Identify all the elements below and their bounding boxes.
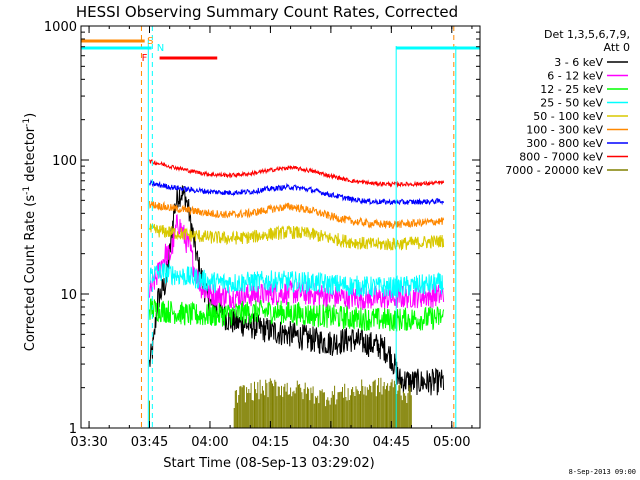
x-tick-label: 03:30 bbox=[70, 435, 107, 450]
series-line bbox=[149, 200, 445, 230]
series-group bbox=[149, 158, 445, 428]
x-axis-title: Start Time (08-Sep-13 03:29:02) bbox=[163, 456, 374, 471]
chart-title: HESSI Observing Summary Count Rates, Cor… bbox=[76, 3, 458, 21]
plot-frame bbox=[80, 25, 481, 429]
series-line bbox=[149, 377, 412, 428]
legend-label: 3 - 6 keV bbox=[554, 56, 603, 69]
legend-label: 6 - 12 keV bbox=[547, 70, 603, 83]
series-line bbox=[149, 262, 445, 299]
series-line bbox=[149, 158, 445, 188]
legend-header-line-1: Det 1,3,5,6,7,9, bbox=[544, 28, 630, 41]
y-axis-title-sup1: -1 bbox=[22, 186, 32, 195]
flag-label-n: N bbox=[157, 43, 164, 54]
series-line bbox=[149, 222, 445, 251]
y-tick-label: 100 bbox=[52, 154, 77, 169]
x-tick-label: 04:30 bbox=[312, 435, 349, 450]
x-tick-label: 04:15 bbox=[252, 435, 289, 450]
legend-label: 800 - 7000 keV bbox=[519, 151, 603, 164]
footer-timestamp: 8-Sep-2013 09:00 bbox=[569, 468, 636, 476]
flag-label-s: S bbox=[147, 36, 153, 47]
legend-label: 300 - 800 keV bbox=[526, 137, 603, 150]
legend-label: 100 - 300 keV bbox=[526, 124, 603, 137]
legend-label: 50 - 100 keV bbox=[533, 110, 603, 123]
y-tick-label: 1 bbox=[69, 422, 77, 437]
y-tick-label: 10 bbox=[60, 288, 77, 303]
series-line bbox=[149, 298, 445, 332]
series-line bbox=[149, 185, 445, 396]
series-line bbox=[149, 179, 445, 206]
legend-label: 7000 - 20000 keV bbox=[505, 164, 603, 177]
axis-ticks: 03:30 03:45 04:00 04:15 04:30 04:45 05:00 1 10 10… bbox=[44, 20, 480, 450]
flags-group: SNF bbox=[81, 36, 480, 64]
legend-label: 25 - 50 keV bbox=[540, 97, 603, 110]
x-tick-label: 03:45 bbox=[131, 435, 168, 450]
y-axis-title: Corrected Count Rate (s-1 detector-1) bbox=[22, 113, 38, 351]
x-tick-label: 04:00 bbox=[191, 435, 228, 450]
reference-lines bbox=[140, 26, 457, 428]
x-tick-label: 05:00 bbox=[433, 435, 470, 450]
y-tick-label: 1000 bbox=[44, 20, 77, 35]
legend-header-line-2: Att 0 bbox=[604, 41, 630, 54]
flag-label-f: F bbox=[142, 53, 148, 64]
x-tick-label: 04:45 bbox=[373, 435, 410, 450]
y-axis-title-sup2: -1 bbox=[22, 118, 32, 127]
legend-label: 12 - 25 keV bbox=[540, 83, 603, 96]
